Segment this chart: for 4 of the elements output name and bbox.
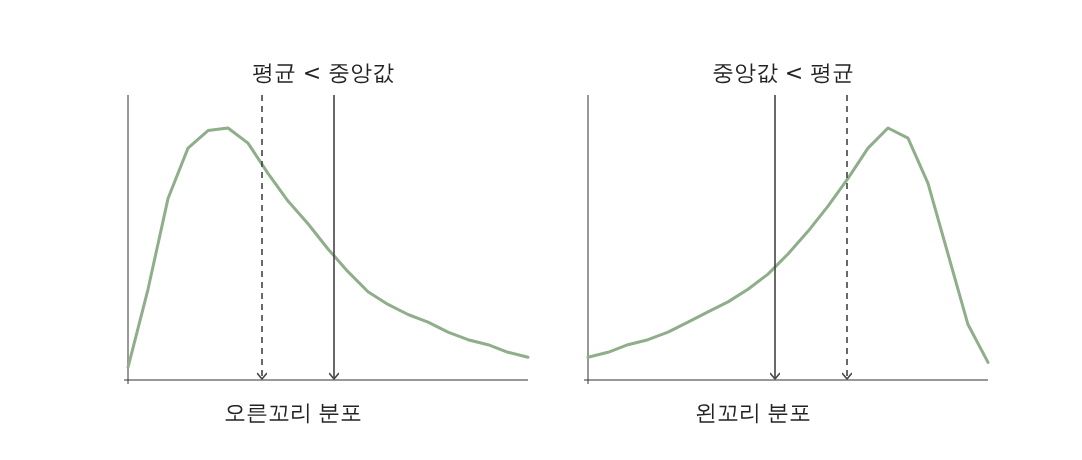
chart-title: 평균 < 중앙값	[251, 60, 395, 85]
x-axis-title: 오른꼬리 분포	[223, 400, 363, 425]
x-axis-title: 왼꼬리 분포	[694, 400, 812, 425]
chart-title: 중앙값 < 평균	[711, 60, 855, 85]
